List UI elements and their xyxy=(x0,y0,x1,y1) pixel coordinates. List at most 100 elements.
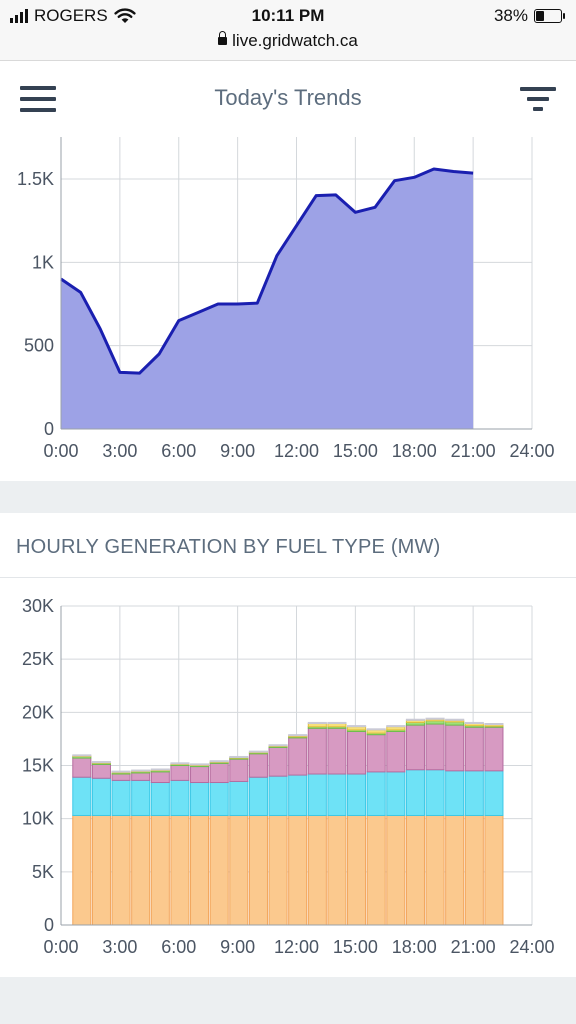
stacked-bar-segment xyxy=(111,814,131,926)
stacked-bar-segment xyxy=(405,814,425,926)
stacked-bar-segment xyxy=(445,814,465,926)
stacked-bar-segment xyxy=(288,814,308,926)
stacked-bar-segment xyxy=(131,772,151,781)
stacked-bar-segment xyxy=(307,727,327,775)
y-tick-label: 15K xyxy=(22,756,54,776)
fuel-type-chart-card: HOURLY GENERATION BY FUEL TYPE (MW) 0 5K 1… xyxy=(0,513,576,977)
stacked-bar-segment xyxy=(366,728,386,731)
stacked-bar-segment xyxy=(170,814,190,926)
stacked-bar-segment xyxy=(268,746,288,777)
card-divider xyxy=(0,577,576,578)
stacked-bar-segment xyxy=(425,814,445,926)
stacked-bar-segment xyxy=(464,814,484,926)
stacked-bar-segment xyxy=(229,814,249,926)
x-tick-label: 21:00 xyxy=(451,937,496,957)
stacked-bar-segment xyxy=(484,770,504,816)
app-header: Today's Trends xyxy=(0,61,576,137)
stacked-bar-segment xyxy=(248,750,268,753)
stacked-bar-segment xyxy=(150,782,170,816)
stacked-bar-segment xyxy=(190,766,210,784)
x-tick-label: 15:00 xyxy=(333,441,378,461)
stacked-bar-segment xyxy=(307,773,327,816)
area-line xyxy=(60,167,474,375)
stacked-bar-segment xyxy=(366,734,386,773)
signal-strength-icon xyxy=(10,9,28,23)
stacked-bar-segment xyxy=(131,814,151,926)
stacked-bar-segment xyxy=(484,814,504,926)
stacked-bar-segment xyxy=(209,782,229,816)
stacked-bar-segment xyxy=(288,734,308,737)
stacked-bar-segment xyxy=(307,721,327,724)
stacked-bar-segment xyxy=(72,776,92,816)
x-tick-label: 18:00 xyxy=(392,937,437,957)
x-tick-label: 18:00 xyxy=(392,441,437,461)
stacked-bar-segment xyxy=(386,771,406,816)
x-tick-label: 12:00 xyxy=(274,937,319,957)
y-tick-label: 20K xyxy=(22,702,54,722)
x-tick-label: 6:00 xyxy=(161,441,196,461)
stacked-bar-segment xyxy=(464,726,484,772)
y-tick-label: 0 xyxy=(44,915,54,935)
stacked-bar-segment xyxy=(150,771,170,784)
filter-icon[interactable] xyxy=(520,87,556,111)
stacked-bar-segment xyxy=(209,760,229,763)
stacked-bar-segment xyxy=(327,773,347,816)
stacked-bar-segment xyxy=(209,762,229,784)
stacked-bar-segment xyxy=(386,814,406,926)
stacked-bar-segment xyxy=(327,814,347,926)
y-tick-label: 1K xyxy=(32,252,54,272)
y-tick-label: 1.5K xyxy=(17,169,54,189)
stacked-bar-segment xyxy=(405,724,425,771)
battery-group: 38% xyxy=(494,6,565,26)
stacked-bar-segment xyxy=(366,771,386,816)
x-tick-label: 21:00 xyxy=(451,441,496,461)
wifi-icon xyxy=(114,8,136,23)
stacked-bar-segment xyxy=(484,726,504,772)
stacked-bar-segment xyxy=(190,782,210,816)
x-tick-label: 15:00 xyxy=(333,937,378,957)
y-tick-label: 500 xyxy=(24,336,54,356)
lock-icon xyxy=(218,31,228,45)
battery-level xyxy=(536,11,545,21)
stacked-bar-segment xyxy=(248,753,268,778)
x-tick-label: 0:00 xyxy=(43,937,78,957)
stacked-bar-segment xyxy=(170,765,190,781)
stacked-bar-segment xyxy=(445,718,465,721)
y-tick-label: 25K xyxy=(22,649,54,669)
stacked-bar-segment xyxy=(111,770,131,773)
stacked-bar-segment xyxy=(484,722,504,726)
stacked-bar-segment xyxy=(307,814,327,926)
stacked-bar-segment xyxy=(131,779,151,816)
battery-icon xyxy=(534,9,565,23)
stacked-bar-segment xyxy=(327,721,347,724)
area-fill xyxy=(61,169,474,429)
stacked-bar-segment xyxy=(190,814,210,926)
stacked-bar-segment xyxy=(268,744,288,747)
x-tick-label: 0:00 xyxy=(43,441,78,461)
y-tick-label: 30K xyxy=(22,596,54,616)
stacked-bar-segment xyxy=(464,721,484,724)
stacked-bar-segment xyxy=(131,769,151,772)
hamburger-menu-icon[interactable] xyxy=(20,86,56,112)
x-tick-label: 6:00 xyxy=(161,937,196,957)
stacked-bar-segment xyxy=(209,814,229,926)
y-tick-label: 5K xyxy=(32,862,54,882)
stacked-bar-segment xyxy=(425,723,445,771)
stacked-bar-segment xyxy=(347,814,367,926)
stacked-bar-segment xyxy=(190,763,210,766)
x-tick-label: 3:00 xyxy=(102,937,137,957)
stacked-bar-segment xyxy=(111,779,131,816)
trend-chart-card: 0 500 1K 1.5K 0:00 3:00 6:00 9:00 12:00 15:00 18:0… xyxy=(0,137,576,481)
stacked-bar-segment xyxy=(248,814,268,926)
stacked-bar-segment xyxy=(386,730,406,773)
section-title: HOURLY GENERATION BY FUEL TYPE (MW) xyxy=(16,536,441,558)
stacked-bar-segment xyxy=(445,724,465,772)
x-tick-label: 3:00 xyxy=(102,441,137,461)
stacked-bar-segment xyxy=(425,769,445,816)
address-bar[interactable]: live.gridwatch.ca xyxy=(0,31,576,51)
x-tick-label: 9:00 xyxy=(220,937,255,957)
stacked-bar-segment xyxy=(464,770,484,816)
stacked-bar-segment xyxy=(347,773,367,816)
stacked-bar-segment xyxy=(347,730,367,775)
stacked-bar-segment xyxy=(445,770,465,816)
